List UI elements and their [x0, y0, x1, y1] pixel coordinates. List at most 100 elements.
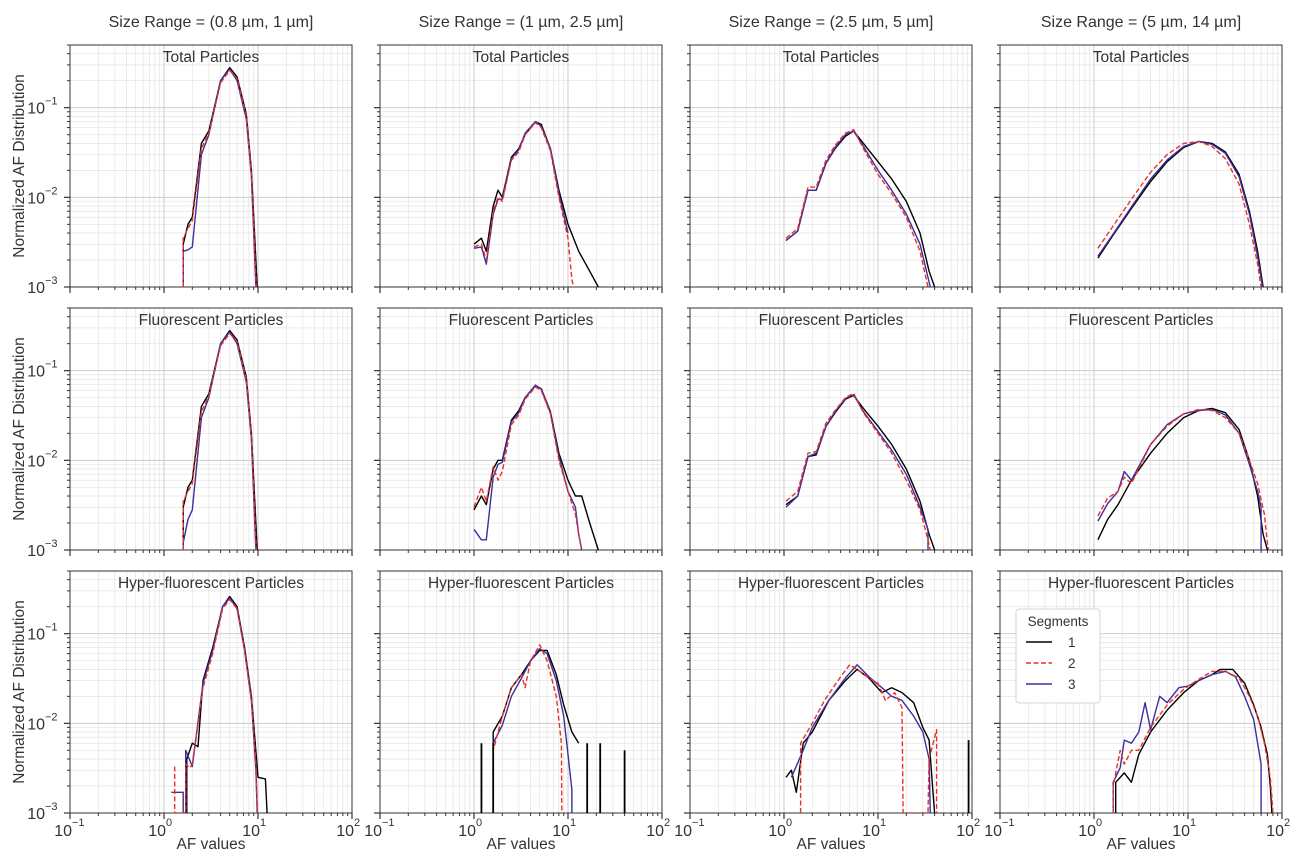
- y-tick-label: 10: [27, 627, 45, 644]
- axes-frame: [69, 570, 353, 814]
- axes-frame: [379, 44, 663, 288]
- panel-r2-c2: Hyper-fluorescent Particles: [684, 570, 973, 819]
- x-tick-exponent: 1: [260, 817, 266, 829]
- series-line-segment-3: [473, 384, 583, 550]
- panel-r1-c0: Fluorescent Particles: [64, 307, 353, 556]
- column-title: Size Range = (2.5 µm, 5 µm]: [729, 14, 934, 31]
- axes-frame: [689, 44, 973, 288]
- x-tick-exponent: 0: [166, 817, 172, 829]
- panel-title: Fluorescent Particles: [449, 312, 594, 329]
- x-tick-label: 10: [54, 823, 72, 840]
- y-tick-label: 10: [27, 101, 45, 118]
- y-tick-label: 10: [27, 453, 45, 470]
- y-axis-label: Normalized AF Distribution: [11, 74, 28, 257]
- x-tick-exponent: −1: [72, 817, 85, 829]
- x-tick-exponent: −1: [692, 817, 705, 829]
- y-tick-label: 10: [27, 543, 45, 560]
- panel-r1-c3: Fluorescent Particles: [994, 307, 1283, 556]
- x-tick-label: 10: [1078, 823, 1096, 840]
- series-line-segment-3: [171, 597, 258, 813]
- x-tick-label: 10: [552, 823, 570, 840]
- series-line-segment-2: [1112, 670, 1274, 813]
- y-axis-label: Normalized AF Distribution: [11, 600, 28, 783]
- series-line-segment-1: [182, 329, 258, 550]
- y-tick-label: 10: [27, 716, 45, 733]
- y-tick-exponent: −1: [45, 96, 58, 108]
- series-line-segment-1: [1097, 140, 1264, 287]
- x-tick-label: 10: [862, 823, 880, 840]
- column-title: Size Range = (1 µm, 2.5 µm]: [419, 14, 624, 31]
- series-line-segment-2: [473, 386, 583, 550]
- y-tick-exponent: −1: [45, 359, 58, 371]
- axes-frame: [999, 570, 1283, 814]
- x-tick-exponent: 1: [1190, 817, 1196, 829]
- y-axis-label: Normalized AF Distribution: [11, 337, 28, 520]
- y-tick-label: 10: [27, 364, 45, 381]
- series-line-segment-3: [182, 68, 257, 287]
- x-axis-label: AF values: [177, 836, 246, 853]
- x-tick-label: 10: [1172, 823, 1190, 840]
- panel-r2-c0: Hyper-fluorescent Particles: [64, 570, 353, 819]
- panel-title: Hyper-fluorescent Particles: [738, 575, 924, 592]
- x-tick-label: 10: [646, 823, 664, 840]
- axes-frame: [69, 307, 353, 551]
- y-tick-label: 10: [27, 190, 45, 207]
- series-line-segment-1: [473, 120, 599, 287]
- y-tick-exponent: −2: [45, 448, 58, 460]
- x-tick-exponent: 0: [1096, 817, 1102, 829]
- panel-title: Total Particles: [163, 49, 260, 66]
- series-line-segment-2: [785, 392, 931, 550]
- x-tick-exponent: −1: [382, 817, 395, 829]
- x-tick-label: 10: [674, 823, 692, 840]
- axes-frame: [379, 307, 663, 551]
- series-line-segment-3: [1112, 670, 1262, 813]
- legend-entry: 2: [1068, 656, 1076, 671]
- column-title: Size Range = (5 µm, 14 µm]: [1041, 14, 1241, 31]
- x-tick-label: 10: [242, 823, 260, 840]
- y-tick-exponent: −3: [45, 801, 58, 813]
- panel-r0-c1: Total Particles: [374, 44, 663, 293]
- x-tick-label: 10: [336, 823, 354, 840]
- series-line-segment-3: [785, 130, 931, 287]
- panel-r1-c1: Fluorescent Particles: [374, 307, 663, 556]
- series-line-segment-1: [182, 66, 258, 287]
- panel-r1-c2: Fluorescent Particles: [684, 307, 973, 556]
- series-line-segment-1: [785, 668, 936, 813]
- panel-title: Total Particles: [783, 49, 880, 66]
- series-line-segment-1: [785, 394, 936, 550]
- x-tick-exponent: 1: [880, 817, 886, 829]
- panel-title: Fluorescent Particles: [1069, 312, 1214, 329]
- y-tick-exponent: −3: [45, 275, 58, 287]
- x-tick-exponent: 1: [570, 817, 576, 829]
- axes-frame: [689, 307, 973, 551]
- series-line-segment-3: [473, 120, 569, 265]
- panel-r0-c3: Total Particles: [994, 44, 1283, 293]
- axes-frame: [69, 44, 353, 288]
- y-tick-exponent: −2: [45, 711, 58, 723]
- axes-frame: [689, 570, 973, 814]
- series-line-segment-1: [186, 595, 268, 813]
- x-tick-label: 10: [1266, 823, 1284, 840]
- series-line-segment-2: [174, 598, 258, 813]
- y-tick-exponent: −2: [45, 185, 58, 197]
- x-tick-exponent: −1: [1002, 817, 1015, 829]
- panels-layer: Total Particles Total Particles Total Part…: [64, 44, 1283, 819]
- x-tick-exponent: 2: [974, 817, 980, 829]
- y-tick-exponent: −1: [45, 622, 58, 634]
- y-tick-label: 10: [27, 280, 45, 297]
- x-axis-label: AF values: [1107, 836, 1176, 853]
- column-title: Size Range = (0.8 µm, 1 µm]: [109, 14, 314, 31]
- x-tick-exponent: 0: [786, 817, 792, 829]
- series-line-segment-2: [492, 644, 563, 813]
- panel-title: Fluorescent Particles: [759, 312, 904, 329]
- x-tick-label: 10: [458, 823, 476, 840]
- series-line-segment-3: [790, 664, 931, 813]
- series-line-segment-2: [785, 128, 929, 287]
- panel-r2-c1: Hyper-fluorescent Particles: [374, 570, 663, 819]
- panel-title: Hyper-fluorescent Particles: [428, 575, 614, 592]
- panel-title: Total Particles: [473, 49, 570, 66]
- x-tick-exponent: 2: [664, 817, 670, 829]
- axes-frame: [999, 44, 1283, 288]
- panel-title: Fluorescent Particles: [139, 312, 284, 329]
